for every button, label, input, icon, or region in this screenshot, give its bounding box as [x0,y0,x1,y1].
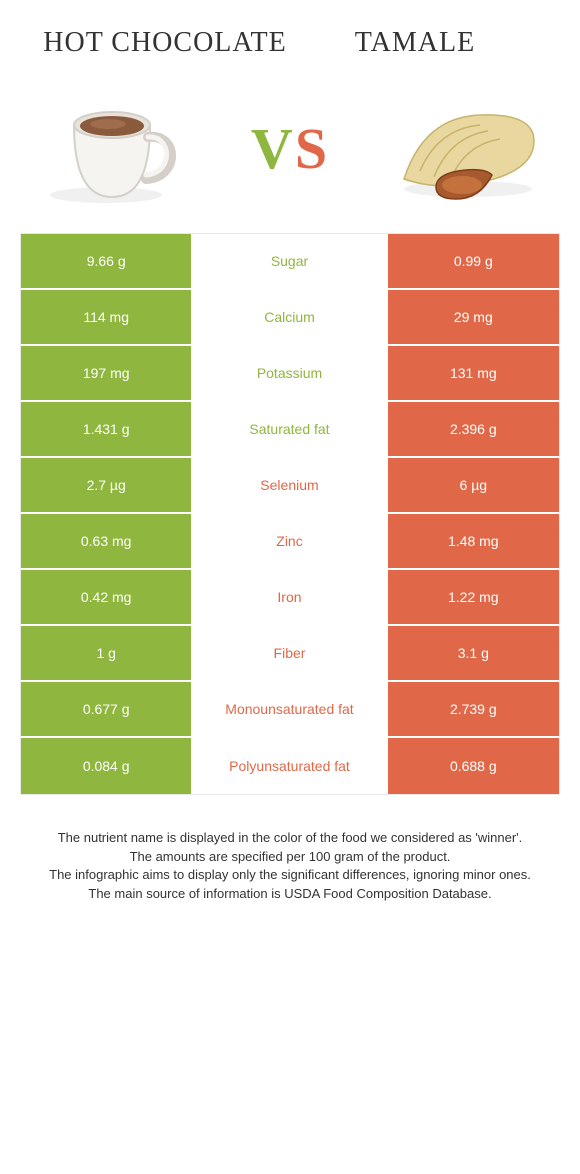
table-row: 1.431 gSaturated fat2.396 g [21,402,559,458]
right-value-cell: 1.48 mg [388,514,559,568]
nutrient-name-cell: Calcium [191,290,387,344]
right-value-cell: 2.396 g [388,402,559,456]
left-value-cell: 0.084 g [21,738,191,794]
right-value-cell: 1.22 mg [388,570,559,624]
right-value-cell: 0.688 g [388,738,559,794]
note-line: The amounts are specified per 100 gram o… [36,848,544,867]
right-food-title: Tamale [290,28,540,59]
table-row: 0.084 gPolyunsaturated fat0.688 g [21,738,559,794]
note-line: The nutrient name is displayed in the co… [36,829,544,848]
header: Hot Chocolate Tamale [0,0,580,71]
table-row: 114 mgCalcium29 mg [21,290,559,346]
table-row: 2.7 µgSelenium6 µg [21,458,559,514]
vs-s-letter: S [295,116,329,181]
left-value-cell: 0.63 mg [21,514,191,568]
nutrient-name-cell: Polyunsaturated fat [191,738,387,794]
nutrient-name-cell: Selenium [191,458,387,512]
vs-v-letter: V [251,116,295,181]
left-value-cell: 1.431 g [21,402,191,456]
nutrient-name-cell: Monounsaturated fat [191,682,387,736]
table-row: 9.66 gSugar0.99 g [21,234,559,290]
right-value-cell: 0.99 g [388,234,559,288]
nutrient-name-cell: Potassium [191,346,387,400]
table-row: 0.42 mgIron1.22 mg [21,570,559,626]
left-value-cell: 9.66 g [21,234,191,288]
left-value-cell: 1 g [21,626,191,680]
left-value-cell: 0.42 mg [21,570,191,624]
nutrient-name-cell: Saturated fat [191,402,387,456]
comparison-table: 9.66 gSugar0.99 g114 mgCalcium29 mg197 m… [20,233,560,795]
images-row: VS [0,71,580,233]
nutrient-name-cell: Zinc [191,514,387,568]
table-row: 0.677 gMonounsaturated fat2.739 g [21,682,559,738]
table-row: 1 gFiber3.1 g [21,626,559,682]
left-value-cell: 0.677 g [21,682,191,736]
right-value-cell: 2.739 g [388,682,559,736]
vs-label: VS [251,115,329,182]
nutrient-name-cell: Sugar [191,234,387,288]
note-line: The infographic aims to display only the… [36,866,544,885]
right-value-cell: 131 mg [388,346,559,400]
right-value-cell: 6 µg [388,458,559,512]
nutrient-name-cell: Fiber [191,626,387,680]
table-row: 0.63 mgZinc1.48 mg [21,514,559,570]
left-value-cell: 2.7 µg [21,458,191,512]
right-value-cell: 3.1 g [388,626,559,680]
footer-notes: The nutrient name is displayed in the co… [0,795,580,938]
left-value-cell: 197 mg [21,346,191,400]
tamale-image [384,89,544,209]
nutrient-name-cell: Iron [191,570,387,624]
left-food-title: Hot Chocolate [40,28,290,59]
hot-chocolate-image [36,89,196,209]
note-line: The main source of information is USDA F… [36,885,544,904]
left-value-cell: 114 mg [21,290,191,344]
table-row: 197 mgPotassium131 mg [21,346,559,402]
right-value-cell: 29 mg [388,290,559,344]
